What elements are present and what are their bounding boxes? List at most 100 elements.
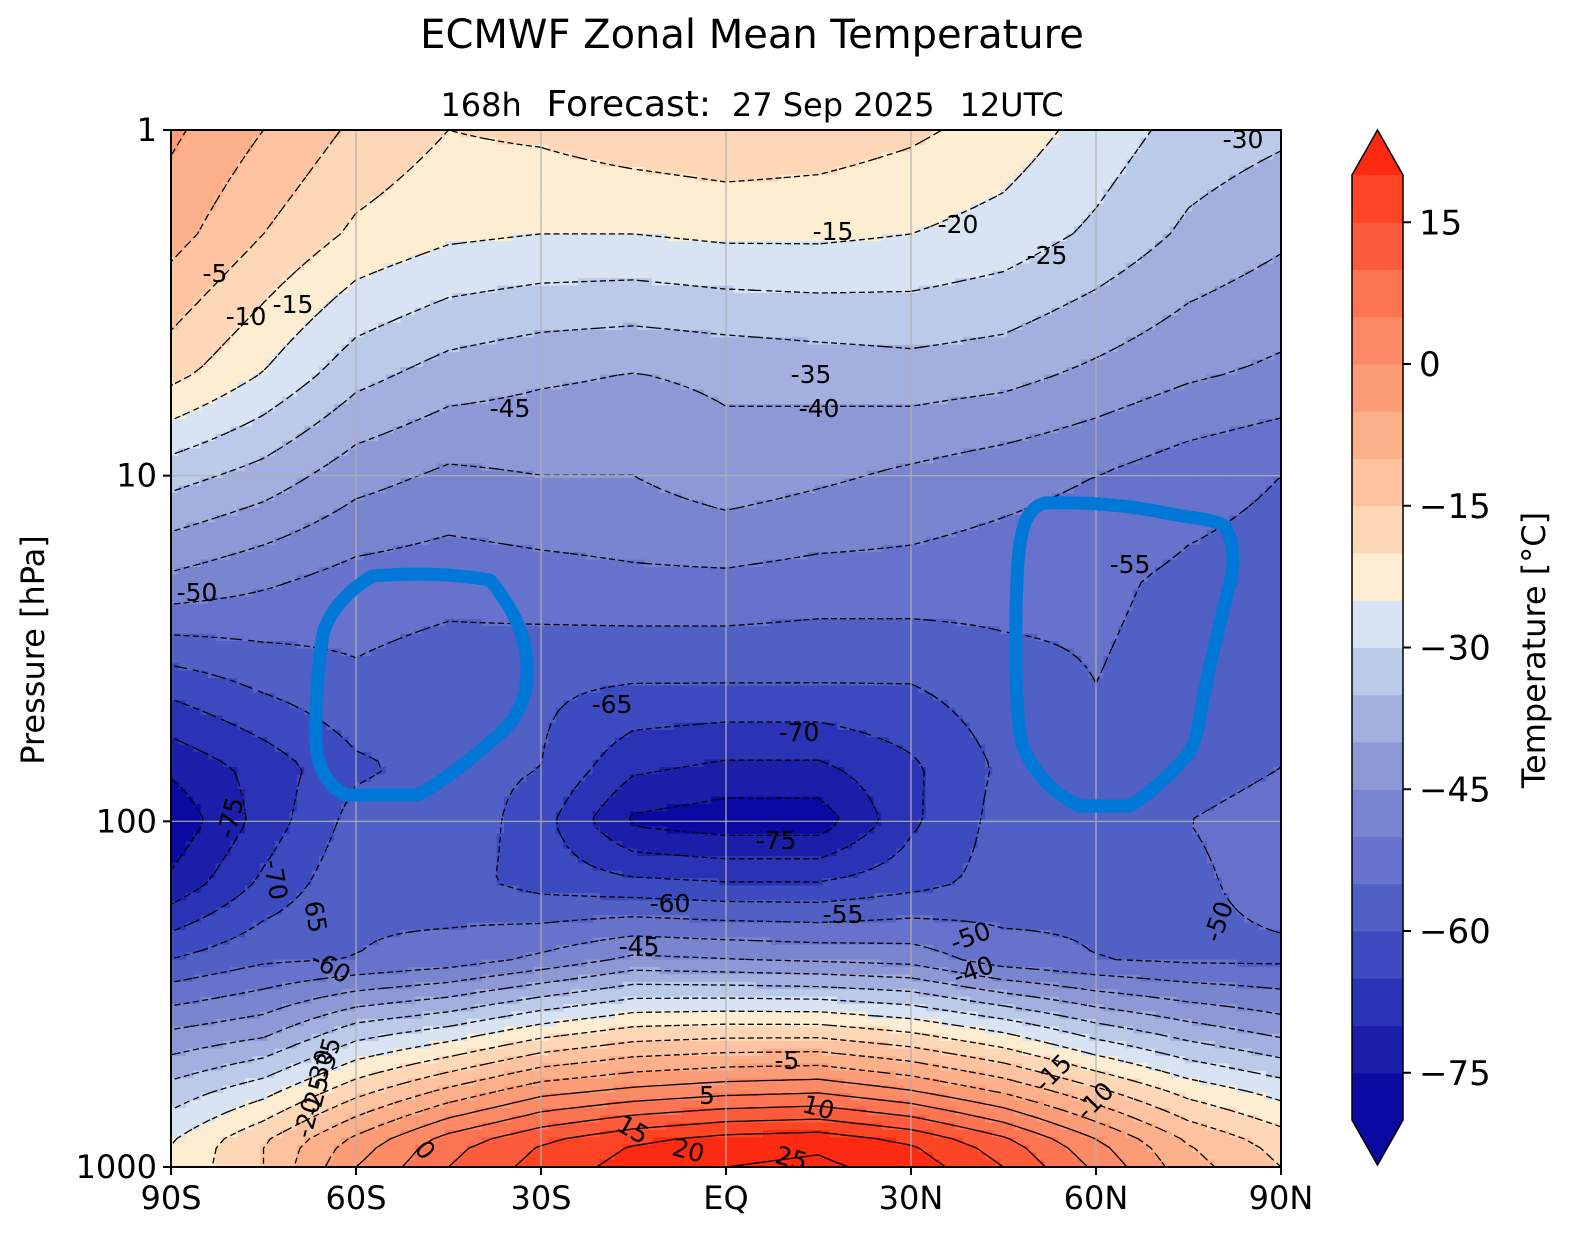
contour-fill-cell xyxy=(792,211,801,220)
contour-fill-cell xyxy=(474,329,483,338)
contour-fill-cell xyxy=(274,204,283,213)
contour-fill-cell xyxy=(1088,359,1097,368)
contour-fill-cell xyxy=(326,329,335,338)
contour-fill-cell xyxy=(851,130,860,139)
contour-fill-cell xyxy=(911,137,919,146)
contour-fill-cell xyxy=(1066,248,1075,257)
contour-fill-cell xyxy=(940,226,949,235)
contour-fill-cell xyxy=(541,263,549,272)
contour-fill-cell xyxy=(1096,307,1104,316)
contour-fill-cell xyxy=(1059,144,1067,153)
contour-fill-cell xyxy=(230,292,239,301)
contour-fill-cell xyxy=(659,137,668,146)
contour-fill-cell xyxy=(171,322,179,331)
contour-fill-cell xyxy=(393,374,401,383)
contour-fill-cell xyxy=(193,307,202,316)
contour-fill-cell xyxy=(526,248,535,257)
contour-fill-cell xyxy=(1266,159,1275,168)
contour-fill-cell xyxy=(578,367,586,376)
contour-fill-cell xyxy=(740,263,749,272)
contour-fill-cell xyxy=(637,211,646,220)
contour-fill-cell xyxy=(304,359,313,368)
contour-fill-cell xyxy=(1007,241,1016,250)
contour-fill-cell xyxy=(763,130,771,139)
contour-fill-cell xyxy=(444,337,453,346)
contour-fill-cell xyxy=(844,241,853,250)
contour-fill-cell xyxy=(681,211,690,220)
contour-fill-cell xyxy=(511,189,520,198)
contour-fill-cell xyxy=(319,285,327,294)
contour-fill-cell xyxy=(200,144,209,153)
contour-fill-cell xyxy=(518,152,527,161)
contour-fill-cell xyxy=(541,233,549,242)
contour-fill-cell xyxy=(237,300,246,309)
contour-fill-cell xyxy=(940,189,949,198)
contour-fill-cell xyxy=(1244,167,1252,176)
contour-fill-cell xyxy=(304,159,313,168)
contour-fill-cell xyxy=(992,218,1001,227)
contour-fill-cell xyxy=(289,344,298,353)
contour-fill-cell xyxy=(1118,218,1127,227)
contour-fill-cell xyxy=(289,278,298,287)
contour-fill-cell xyxy=(918,359,927,368)
contour-fill-cell xyxy=(578,233,586,242)
contour-fill-cell xyxy=(703,189,712,198)
contour-fill-cell xyxy=(474,374,483,383)
contour-fill-cell xyxy=(800,189,808,198)
contour-fill-cell xyxy=(1266,322,1275,331)
contour-fill-cell xyxy=(444,189,453,198)
contour-fill-cell xyxy=(1229,211,1238,220)
contour-fill-cell xyxy=(555,359,564,368)
contour-fill-cell xyxy=(1266,181,1275,190)
contour-fill-cell xyxy=(452,144,461,153)
contour-fill-cell xyxy=(400,292,409,301)
contour-fill-cell xyxy=(718,211,727,220)
contour-fill-cell xyxy=(881,255,890,264)
contour-fill-cell xyxy=(896,218,905,227)
contour-fill-cell xyxy=(770,344,779,353)
contour-fill-cell xyxy=(1036,226,1045,235)
contour-fill-cell xyxy=(652,137,660,146)
contour-fill-cell xyxy=(1273,130,1281,139)
contour-fill-cell xyxy=(1014,307,1023,316)
contour-fill-cell xyxy=(282,218,290,227)
contour-fill-cell xyxy=(903,174,912,183)
contour-fill-cell xyxy=(711,137,720,146)
contour-fill-cell xyxy=(585,278,594,287)
contour-fill-cell xyxy=(333,152,342,161)
contour-fill-cell xyxy=(629,329,638,338)
contour-fill-cell xyxy=(407,300,416,309)
contour-fill-cell xyxy=(637,352,646,361)
contour-fill-cell xyxy=(689,218,697,227)
contour-fill-cell xyxy=(341,352,350,361)
contour-fill-cell xyxy=(755,159,764,168)
contour-fill-cell xyxy=(282,167,290,176)
contour-fill-cell xyxy=(1207,144,1215,153)
contour-fill-cell xyxy=(1059,307,1067,316)
contour-fill-cell xyxy=(489,130,498,139)
contour-fill-cell xyxy=(1162,137,1171,146)
contour-fill-cell xyxy=(659,159,668,168)
contour-fill-cell xyxy=(703,174,712,183)
contour-fill-cell xyxy=(992,167,1001,176)
contour-fill-cell xyxy=(740,218,749,227)
contour-fill-cell xyxy=(222,307,231,316)
contour-fill-cell xyxy=(755,218,764,227)
contour-fill-cell xyxy=(526,159,535,168)
contour-fill-cell xyxy=(1199,204,1208,213)
contour-fill-cell xyxy=(814,285,823,294)
contour-fill-cell xyxy=(1059,315,1067,324)
contour-fill-cell xyxy=(1229,226,1238,235)
contour-fill-cell xyxy=(1044,285,1053,294)
contour-fill-cell xyxy=(333,181,342,190)
contour-fill-cell xyxy=(666,196,675,205)
contour-fill-cell xyxy=(1251,285,1260,294)
contour-fill-cell xyxy=(970,248,979,257)
contour-fill-cell xyxy=(452,255,461,264)
contour-fill-cell xyxy=(193,359,202,368)
contour-fill-cell xyxy=(267,189,276,198)
contour-fill-cell xyxy=(992,352,1001,361)
contour-fill-cell xyxy=(851,307,860,316)
contour-fill-cell xyxy=(474,226,483,235)
contour-fill-cell xyxy=(474,211,483,220)
